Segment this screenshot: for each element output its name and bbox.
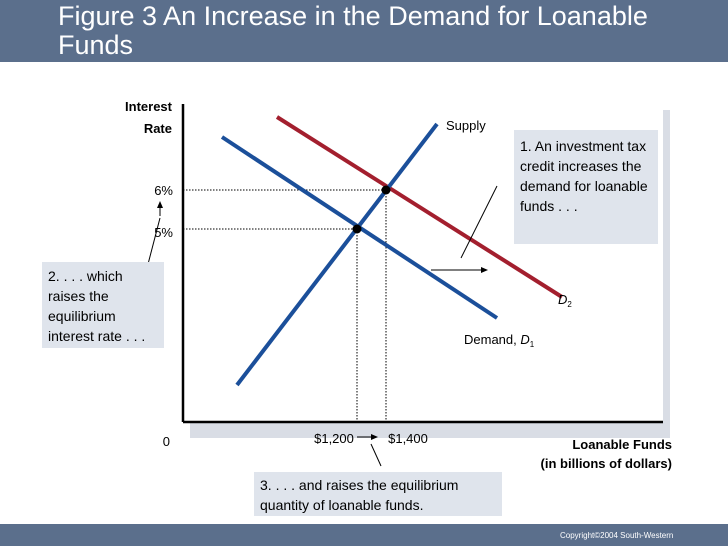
page-title: Figure 3 An Increase in the Demand for L… (58, 1, 648, 60)
annotation-box-1-text: 1. An investment tax credit increases th… (520, 138, 648, 214)
demand1-label-sub: 1 (530, 340, 535, 349)
equilibrium-point-2 (381, 185, 391, 195)
y-tick-5pct: 5% (154, 225, 173, 240)
demand2-label: D2 (558, 292, 572, 309)
shift-arrow-head (481, 267, 488, 273)
demand2-label-sub: 2 (567, 300, 572, 309)
copyright-notice: Copyright©2004 South-Western (560, 531, 674, 540)
annotation-box-2-text: 2. . . . which raises the equilibrium in… (48, 268, 146, 344)
annotation-box-1: 1. An investment tax credit increases th… (514, 130, 658, 244)
y-tick-6pct: 6% (154, 183, 173, 198)
title-bar: Figure 3 An Increase in the Demand for L… (0, 0, 728, 62)
demand1-label-prefix: Demand, (464, 332, 520, 347)
y-axis-label-line1: Interest (125, 99, 173, 114)
box2-pointer (146, 217, 161, 269)
demand1-label-letter: D (520, 332, 529, 347)
annotation-box-3: 3. . . . and raises the equilibrium quan… (254, 472, 502, 516)
footer-bar (0, 524, 728, 546)
equilibrium-point-1 (352, 224, 362, 234)
x-tick-1200: $1,200 (314, 431, 354, 446)
x-tick-1400: $1,400 (388, 431, 428, 446)
box1-pointer (460, 185, 498, 259)
demand1-label: Demand, D1 (464, 332, 535, 349)
x-axis-label-line1: Loanable Funds (572, 437, 672, 452)
quantity-right-arrow-head (371, 434, 378, 440)
origin-label: 0 (163, 434, 170, 449)
supply-curve (235, 122, 439, 387)
rate-up-arrow-head (157, 201, 163, 208)
demand2-label-letter: D (558, 292, 567, 307)
y-axis-label-line2: Rate (144, 121, 172, 136)
supply-label: Supply (446, 118, 486, 133)
box3-pointer (370, 443, 382, 467)
annotation-box-3-text: 3. . . . and raises the equilibrium quan… (260, 477, 459, 513)
x-axis-label-line2: (in billions of dollars) (541, 456, 672, 471)
annotation-box-2: 2. . . . which raises the equilibrium in… (42, 262, 164, 348)
demand2-curve (275, 115, 564, 299)
